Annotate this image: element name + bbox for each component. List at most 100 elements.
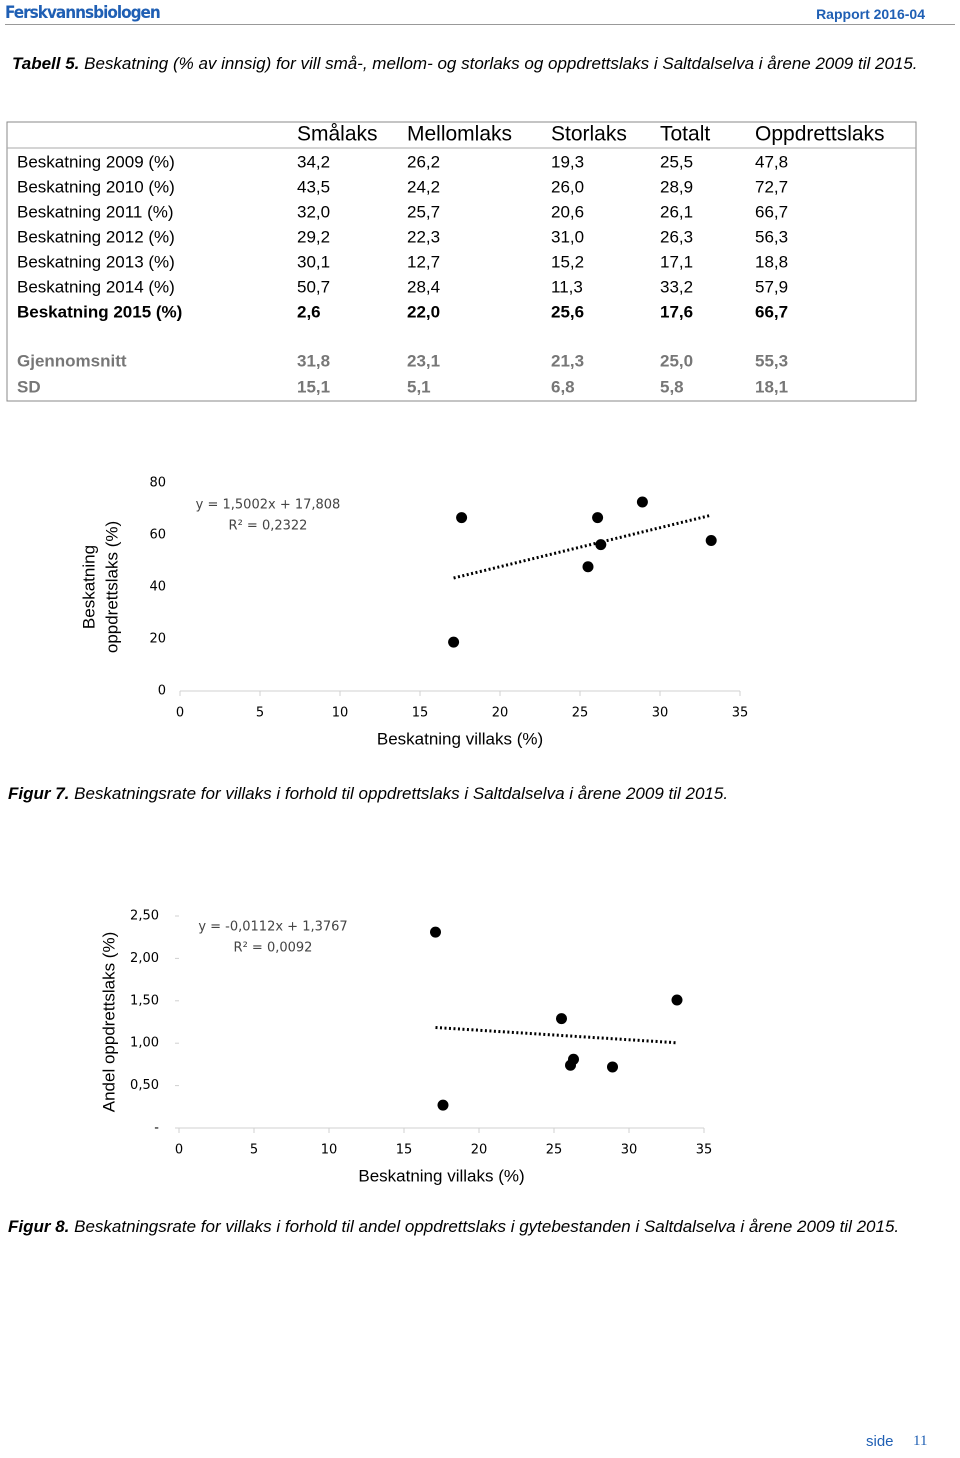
cell: 25,0 [660, 351, 693, 370]
cell: 22,0 [407, 302, 440, 321]
x-tick-label: 30 [621, 1143, 638, 1158]
column-header: Totalt [660, 123, 710, 146]
cell: 23,1 [407, 351, 440, 370]
y-tick-label: 20 [149, 632, 166, 647]
caption-label: Tabell 5. [12, 54, 80, 73]
figure-caption: Figur 7. Beskatningsrate for villaks i f… [8, 782, 933, 806]
trend-equation: y = -0,0112x + 1,3767 [198, 920, 347, 935]
cell: 66,7 [755, 302, 788, 321]
y-tick-label: 1,00 [130, 1036, 159, 1051]
x-tick-label: 35 [732, 706, 749, 721]
point [437, 1099, 449, 1111]
x-tick-label: 10 [332, 706, 349, 721]
cell: 17,6 [660, 302, 693, 321]
y-tick-label: 40 [149, 580, 166, 595]
cell: 5,8 [660, 377, 684, 396]
row-label: SD [17, 377, 41, 396]
row-label: Beskatning 2010 (%) [17, 177, 175, 196]
cell: 26,2 [407, 152, 440, 171]
cell: 26,1 [660, 202, 693, 221]
trend-equation: y = 1,5002x + 17,808 [196, 498, 341, 513]
point [430, 926, 441, 938]
cell: 15,1 [297, 377, 330, 396]
caption-label: Figur 8. [8, 1217, 70, 1236]
cell: 5,1 [407, 377, 431, 396]
header-left: Ferskvannsbiologen [5, 3, 161, 23]
cell: 28,4 [407, 277, 440, 296]
row-label: Beskatning 2013 (%) [17, 252, 175, 271]
y-tick-label: 60 [149, 528, 166, 543]
cell: 25,7 [407, 202, 440, 221]
y-tick-label: 0,50 [130, 1078, 159, 1093]
y-tick-label: 2,00 [130, 951, 159, 966]
cell: 24,2 [407, 177, 440, 196]
x-tick-label: 15 [412, 706, 429, 721]
row-label: Beskatning 2011 (%) [17, 202, 174, 221]
point [556, 1013, 567, 1025]
table-frame [6, 121, 917, 402]
cell: 33,2 [660, 277, 693, 296]
header-rule [5, 24, 955, 25]
trend-r2: R² = 0,0092 [234, 941, 313, 956]
x-axis-label: Beskatning villaks (%) [377, 729, 543, 748]
point [671, 994, 683, 1006]
point [456, 512, 468, 524]
y-axis-label: oppdrettslaks (%) [102, 521, 121, 653]
point [595, 539, 607, 551]
header-right: Rapport 2016-04 [816, 6, 925, 22]
cell: 32,0 [297, 202, 330, 221]
x-tick-label: 25 [572, 706, 589, 721]
y-tick-label: 80 [149, 476, 166, 491]
cell: 2,6 [297, 302, 321, 321]
caption-text: Beskatningsrate for villaks i forhold ti… [74, 784, 729, 803]
point [636, 496, 648, 508]
cell: 29,2 [297, 227, 330, 246]
x-tick-label: 35 [696, 1143, 713, 1158]
caption-text: Beskatning (% av innsig) for vill små-, … [84, 54, 918, 73]
cell: 55,3 [755, 351, 788, 370]
caption-label: Figur 7. [8, 784, 70, 803]
trendline [435, 1025, 678, 1045]
cell: 72,7 [755, 177, 788, 196]
point [582, 561, 594, 573]
cell: 19,3 [551, 152, 584, 171]
x-tick-label: 5 [250, 1143, 258, 1158]
column-header: Mellomlaks [407, 123, 512, 146]
cell: 25,6 [551, 302, 584, 321]
x-tick-label: 0 [175, 1143, 183, 1158]
y-tick-label: 2,50 [130, 909, 159, 924]
y-axis-label: Beskatning [79, 545, 98, 629]
row-label: Gjennomsnitt [17, 351, 127, 370]
x-axis-label: Beskatning villaks (%) [358, 1166, 524, 1185]
y-axis-label: Andel oppdrettslaks (%) [99, 932, 118, 1112]
cell: 11,3 [551, 277, 583, 296]
cell: 25,5 [660, 152, 693, 171]
x-tick-label: 30 [652, 706, 669, 721]
y-tick-label: 0 [158, 684, 166, 699]
figure-caption: Figur 8. Beskatningsrate for villaks i f… [8, 1215, 933, 1239]
trendline [453, 513, 712, 580]
point [705, 534, 717, 546]
point [568, 1053, 579, 1065]
trend-r2: R² = 0,2322 [229, 519, 308, 534]
cell: 30,1 [297, 252, 330, 271]
x-tick-label: 15 [396, 1143, 413, 1158]
cell: 12,7 [407, 252, 440, 271]
cell: 50,7 [297, 277, 330, 296]
page-number: 11 [913, 1433, 928, 1449]
caption-text: Beskatningsrate for villaks i forhold ti… [74, 1217, 900, 1236]
point [448, 636, 460, 648]
cell: 26,3 [660, 227, 693, 246]
row-label: Beskatning 2012 (%) [17, 227, 175, 246]
cell: 6,8 [551, 377, 575, 396]
footer-label: side [866, 1433, 894, 1450]
cell: 66,7 [755, 202, 788, 221]
cell: 18,1 [755, 377, 788, 396]
cell: 28,9 [660, 177, 693, 196]
y-tick-label: 1,50 [130, 993, 159, 1008]
cell: 57,9 [755, 277, 788, 296]
x-tick-label: 0 [176, 706, 184, 721]
cell: 26,0 [551, 177, 584, 196]
cell: 47,8 [755, 152, 788, 171]
x-tick-label: 10 [321, 1143, 338, 1158]
